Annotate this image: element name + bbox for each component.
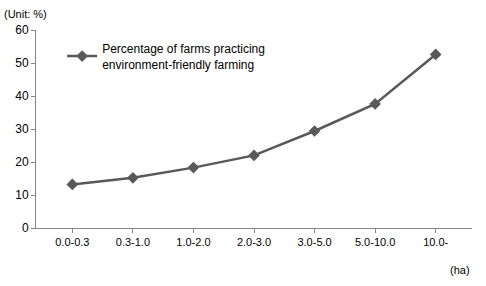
- svg-text:60: 60: [15, 23, 29, 37]
- svg-text:20: 20: [15, 155, 29, 169]
- svg-text:3.0-5.0: 3.0-5.0: [297, 236, 331, 248]
- svg-text:5.0-10.0: 5.0-10.0: [355, 236, 395, 248]
- svg-text:(Unit: %): (Unit: %): [4, 8, 47, 20]
- svg-text:50: 50: [15, 56, 29, 70]
- svg-text:(ha): (ha): [450, 264, 470, 276]
- svg-text:2.0-3.0: 2.0-3.0: [237, 236, 271, 248]
- svg-text:0.0-0.3: 0.0-0.3: [55, 236, 89, 248]
- svg-text:30: 30: [15, 122, 29, 136]
- svg-text:0: 0: [22, 221, 29, 235]
- svg-text:1.0-2.0: 1.0-2.0: [176, 236, 210, 248]
- svg-text:10.0-: 10.0-: [423, 236, 448, 248]
- svg-text:0.3-1.0: 0.3-1.0: [116, 236, 150, 248]
- svg-text:40: 40: [15, 89, 29, 103]
- svg-text:Percentage of farms practicing: Percentage of farms practicingenvironmen…: [102, 42, 265, 72]
- svg-text:10: 10: [15, 188, 29, 202]
